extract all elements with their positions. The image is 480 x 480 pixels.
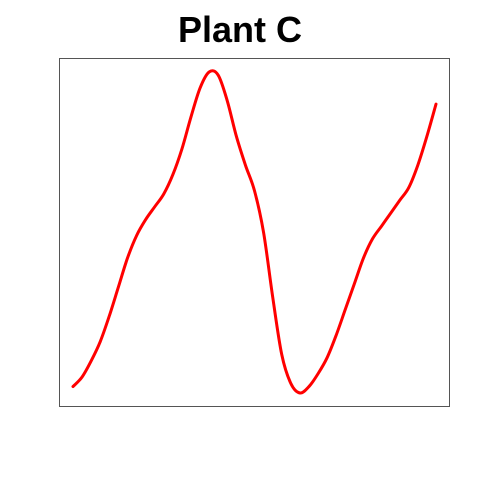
chart-title: Plant C (177, 9, 302, 50)
plot-frame (59, 58, 450, 407)
series-line-0 (71, 69, 438, 395)
series-layer (71, 69, 438, 395)
